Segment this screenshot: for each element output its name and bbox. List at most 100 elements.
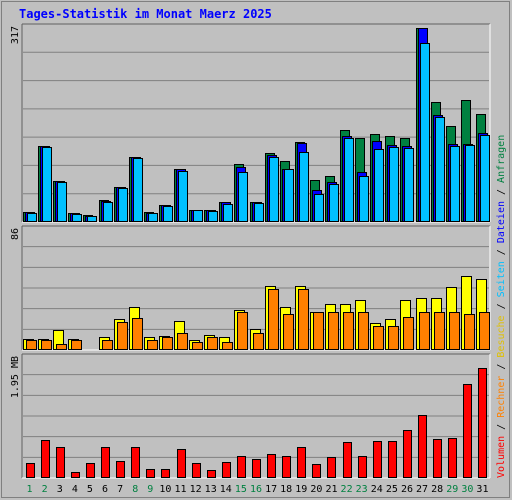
- bar-seiten-day-6: [103, 202, 113, 222]
- bar-volumen-day-31: [478, 368, 487, 478]
- panel-visits: 86: [10, 225, 491, 351]
- x-tick-label: 21: [325, 484, 337, 495]
- legend-volumen: Volumen: [496, 436, 507, 478]
- bar-seiten-day-5: [87, 216, 97, 222]
- bar-volumen-day-1: [26, 463, 35, 478]
- bar-volumen-day-12: [192, 463, 201, 478]
- x-tick-label: 18: [280, 484, 292, 495]
- x-tick-label: 26: [401, 484, 413, 495]
- legend-separator: /: [496, 297, 507, 315]
- bar-rechner-day-28: [434, 312, 445, 350]
- bar-seiten-day-9: [148, 213, 158, 222]
- bar-rechner-day-29: [449, 312, 460, 350]
- bar-volumen-day-6: [101, 447, 110, 478]
- x-tick-label: 10: [159, 484, 171, 495]
- bar-rechner-day-30: [464, 314, 475, 350]
- bar-volumen-day-19: [297, 447, 306, 478]
- legend-seiten: Seiten: [496, 261, 507, 297]
- bar-seiten-day-10: [163, 206, 173, 222]
- x-tick-label: 19: [295, 484, 307, 495]
- bar-seiten-day-18: [284, 169, 294, 222]
- bar-seiten-day-27: [420, 43, 430, 222]
- x-tick-label: 23: [356, 484, 368, 495]
- x-tick-label: 30: [461, 484, 473, 495]
- x-tick-label: 14: [220, 484, 232, 495]
- bar-volumen-day-30: [463, 384, 472, 478]
- x-tick-label: 29: [446, 484, 458, 495]
- bar-seiten-day-12: [193, 210, 203, 222]
- side-legend: Volumen / Rechner / Besuche / Seiten / D…: [496, 135, 507, 478]
- x-tick-label: 8: [132, 484, 138, 495]
- bar-volumen-day-29: [448, 438, 457, 478]
- bar-volumen-day-17: [267, 454, 276, 478]
- x-tick-label: 25: [386, 484, 398, 495]
- bar-rechner-day-9: [147, 340, 158, 350]
- side-legend-text: Volumen / Rechner / Besuche / Seiten / D…: [496, 135, 507, 478]
- bar-seiten-day-8: [133, 158, 143, 222]
- bar-rechner-day-8: [132, 318, 143, 350]
- x-tick-label: 2: [42, 484, 48, 495]
- bar-volumen-day-18: [282, 456, 291, 478]
- x-tick-label: 11: [174, 484, 186, 495]
- bar-seiten-day-25: [389, 147, 399, 222]
- bar-volumen-day-25: [388, 441, 397, 478]
- bar-rechner-day-2: [41, 340, 52, 350]
- legend-separator: /: [496, 243, 507, 261]
- x-tick-label: 17: [265, 484, 277, 495]
- bar-volumen-day-21: [327, 457, 336, 478]
- bar-rechner-day-1: [26, 340, 37, 350]
- bar-seiten-day-2: [42, 147, 52, 222]
- x-tick-label: 24: [371, 484, 383, 495]
- bar-volumen-day-8: [131, 447, 140, 478]
- legend-separator: /: [496, 358, 507, 376]
- x-tick-label: 9: [147, 484, 153, 495]
- x-tick-label: 1: [27, 484, 33, 495]
- bar-rechner-day-13: [207, 337, 218, 350]
- bar-rechner-day-17: [268, 289, 279, 350]
- bar-rechner-day-10: [162, 337, 173, 350]
- legend-separator: /: [496, 418, 507, 436]
- x-tick-label: 15: [235, 484, 247, 495]
- x-tick-label: 27: [416, 484, 428, 495]
- bar-volumen-day-13: [207, 470, 216, 478]
- bar-rechner-day-24: [373, 326, 384, 350]
- bar-seiten-day-26: [404, 148, 414, 222]
- bar-rechner-day-11: [177, 333, 188, 350]
- bar-seiten-day-7: [118, 188, 128, 222]
- bar-volumen-day-11: [177, 449, 186, 478]
- x-tick-label: 3: [57, 484, 63, 495]
- y-max-label: 317: [10, 26, 21, 44]
- legend-rechner: Rechner: [496, 376, 507, 418]
- bar-rechner-day-31: [479, 312, 490, 350]
- bar-volumen-day-27: [418, 415, 427, 478]
- x-tick-label: 6: [102, 484, 108, 495]
- bar-rechner-day-16: [253, 333, 264, 350]
- bar-rechner-day-25: [388, 326, 399, 350]
- bar-rechner-day-20: [313, 312, 324, 350]
- panel-requests: 317: [10, 23, 491, 223]
- bar-volumen-day-20: [312, 464, 321, 478]
- bar-rechner-day-6: [102, 340, 113, 350]
- bar-volumen-day-2: [41, 440, 50, 478]
- bar-seiten-day-28: [435, 117, 445, 222]
- x-tick-label: 13: [205, 484, 217, 495]
- bar-seiten-day-3: [57, 182, 67, 222]
- bar-rechner-day-4: [71, 340, 82, 350]
- chart-title: Tages-Statistik im Monat Maerz 2025: [19, 7, 272, 21]
- bar-rechner-day-12: [192, 342, 203, 350]
- x-tick-label: 12: [190, 484, 202, 495]
- bar-seiten-day-24: [374, 149, 384, 222]
- bar-rechner-day-22: [343, 312, 354, 350]
- bar-volumen-day-15: [237, 456, 246, 478]
- x-tick-label: 16: [250, 484, 262, 495]
- bar-seiten-day-17: [269, 157, 279, 222]
- x-tick-label: 22: [341, 484, 353, 495]
- bar-volumen-day-9: [146, 469, 155, 478]
- x-tick-label: 5: [87, 484, 93, 495]
- legend-besuche: Besuche: [496, 315, 507, 357]
- bar-seiten-day-31: [480, 135, 490, 222]
- bar-rechner-day-27: [419, 312, 430, 350]
- panel-volume: 1.95 MB: [10, 353, 491, 479]
- bar-seiten-day-22: [344, 138, 354, 222]
